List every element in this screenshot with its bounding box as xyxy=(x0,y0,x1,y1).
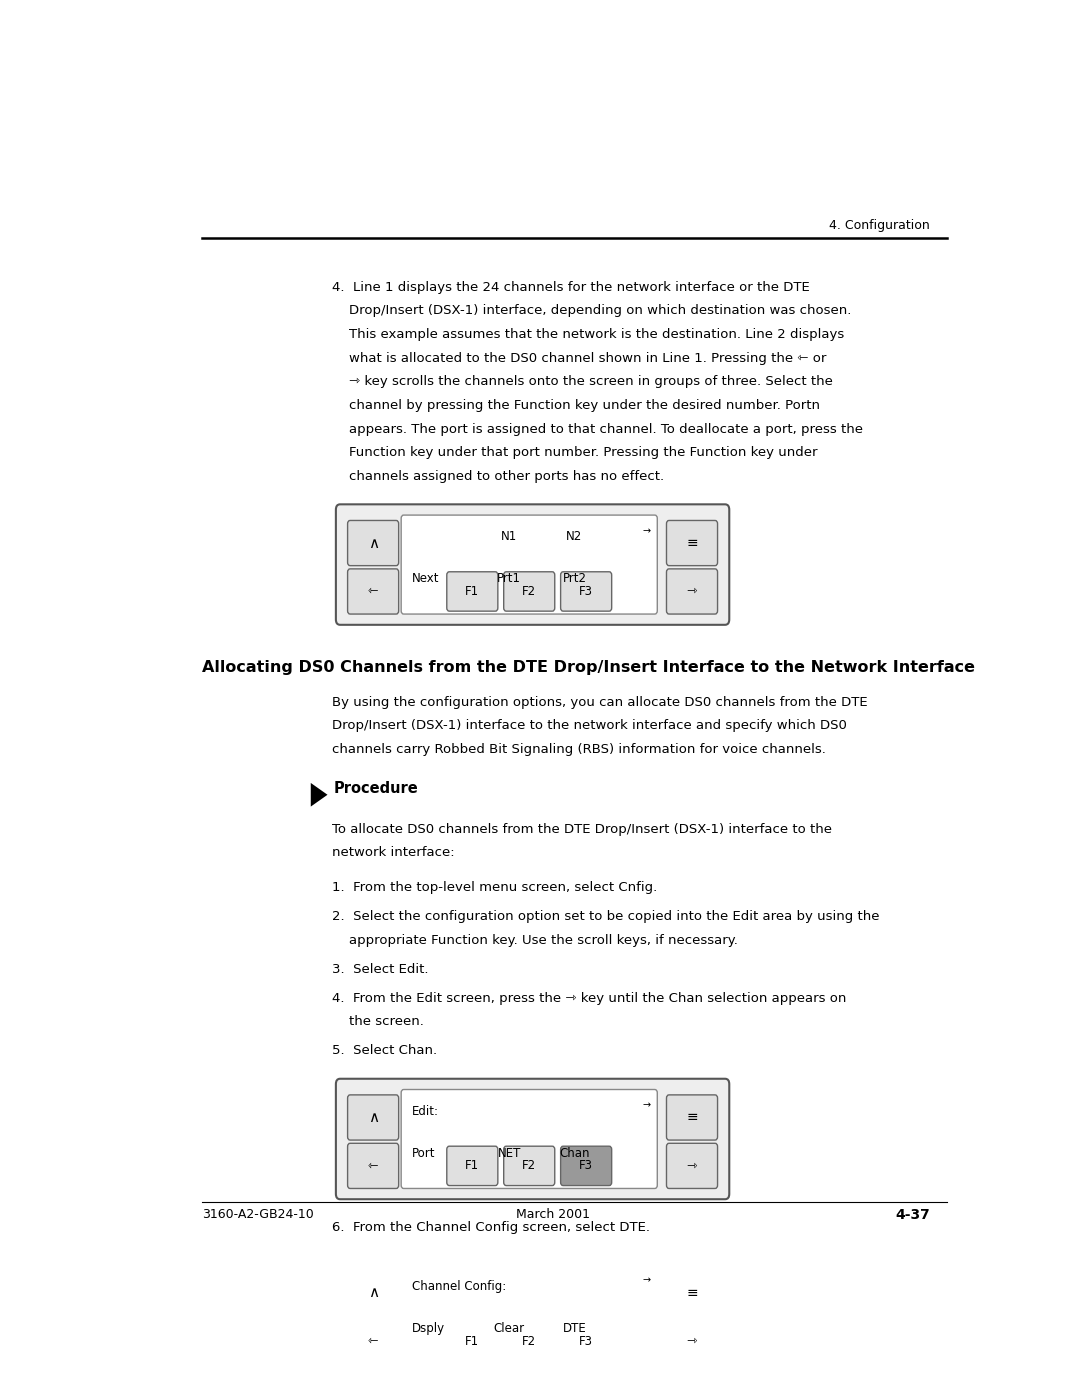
Text: 3160-A2-GB24-10: 3160-A2-GB24-10 xyxy=(202,1208,313,1221)
FancyBboxPatch shape xyxy=(561,1322,611,1361)
FancyBboxPatch shape xyxy=(666,521,717,566)
Text: Function key under that port number. Pressing the Function key under: Function key under that port number. Pre… xyxy=(332,446,818,460)
FancyBboxPatch shape xyxy=(336,504,729,624)
Text: Prt1: Prt1 xyxy=(497,573,522,585)
Text: ∧: ∧ xyxy=(367,1111,379,1125)
Text: F3: F3 xyxy=(579,1160,593,1172)
Text: appropriate Function key. Use the scroll keys, if necessary.: appropriate Function key. Use the scroll… xyxy=(332,933,738,947)
Text: channels assigned to other ports has no effect.: channels assigned to other ports has no … xyxy=(332,469,664,483)
Text: ∧: ∧ xyxy=(367,1285,379,1301)
FancyBboxPatch shape xyxy=(336,1078,729,1199)
Text: ≡: ≡ xyxy=(686,536,698,550)
Text: F3: F3 xyxy=(579,585,593,598)
Text: Drop/Insert (DSX-1) interface, depending on which destination was chosen.: Drop/Insert (DSX-1) interface, depending… xyxy=(332,305,851,317)
Text: F2: F2 xyxy=(522,1160,537,1172)
FancyBboxPatch shape xyxy=(666,569,717,615)
Text: March 2001: March 2001 xyxy=(516,1208,591,1221)
Text: N1: N1 xyxy=(501,529,517,543)
Text: ⇾: ⇾ xyxy=(687,1160,698,1172)
FancyBboxPatch shape xyxy=(503,571,555,610)
Text: ∧: ∧ xyxy=(367,535,379,550)
Text: the screen.: the screen. xyxy=(332,1016,423,1028)
Text: Port: Port xyxy=(413,1147,435,1160)
Text: ≡: ≡ xyxy=(686,1285,698,1299)
Text: To allocate DS0 channels from the DTE Drop/Insert (DSX-1) interface to the: To allocate DS0 channels from the DTE Dr… xyxy=(332,823,832,835)
Text: appears. The port is assigned to that channel. To deallocate a port, press the: appears. The port is assigned to that ch… xyxy=(332,422,863,436)
Text: 1.  From the top-level menu screen, select Cnfig.: 1. From the top-level menu screen, selec… xyxy=(332,882,657,894)
FancyBboxPatch shape xyxy=(348,521,399,566)
FancyBboxPatch shape xyxy=(348,569,399,615)
Text: network interface:: network interface: xyxy=(332,847,455,859)
FancyBboxPatch shape xyxy=(447,1146,498,1186)
Text: →: → xyxy=(643,525,650,536)
Text: Allocating DS0 Channels from the DTE Drop/Insert Interface to the Network Interf: Allocating DS0 Channels from the DTE Dro… xyxy=(202,661,975,675)
Text: channels carry Robbed Bit Signaling (RBS) information for voice channels.: channels carry Robbed Bit Signaling (RBS… xyxy=(332,743,825,756)
Text: 2.  Select the configuration option set to be copied into the Edit area by using: 2. Select the configuration option set t… xyxy=(332,909,879,923)
Text: NET: NET xyxy=(498,1147,521,1160)
Text: ⇾ key scrolls the channels onto the screen in groups of three. Select the: ⇾ key scrolls the channels onto the scre… xyxy=(332,376,833,388)
Text: what is allocated to the DS0 channel shown in Line 1. Pressing the ⇽ or: what is allocated to the DS0 channel sho… xyxy=(332,352,826,365)
Text: Drop/Insert (DSX-1) interface to the network interface and specify which DS0: Drop/Insert (DSX-1) interface to the net… xyxy=(332,719,847,732)
Text: Next: Next xyxy=(413,573,440,585)
Text: Edit:: Edit: xyxy=(413,1105,440,1118)
Text: F1: F1 xyxy=(465,585,480,598)
Text: Dsply: Dsply xyxy=(413,1322,445,1336)
FancyBboxPatch shape xyxy=(666,1143,717,1189)
Text: 6.  From the Channel Config screen, select DTE.: 6. From the Channel Config screen, selec… xyxy=(332,1221,650,1234)
FancyBboxPatch shape xyxy=(401,1090,658,1189)
FancyBboxPatch shape xyxy=(666,1270,717,1316)
FancyBboxPatch shape xyxy=(447,571,498,610)
Text: N2: N2 xyxy=(566,529,582,543)
Text: By using the configuration options, you can allocate DS0 channels from the DTE: By using the configuration options, you … xyxy=(332,696,867,708)
Text: Clear: Clear xyxy=(494,1322,525,1336)
FancyBboxPatch shape xyxy=(348,1270,399,1316)
FancyBboxPatch shape xyxy=(561,1146,611,1186)
Text: 3.  Select Edit.: 3. Select Edit. xyxy=(332,963,428,975)
FancyBboxPatch shape xyxy=(348,1319,399,1363)
Text: Channel Config:: Channel Config: xyxy=(413,1280,507,1292)
FancyBboxPatch shape xyxy=(666,1095,717,1140)
Text: channel by pressing the Function key under the desired number. Portn: channel by pressing the Function key und… xyxy=(332,400,820,412)
Text: →: → xyxy=(643,1275,650,1285)
Text: F1: F1 xyxy=(465,1334,480,1348)
Polygon shape xyxy=(311,782,327,806)
FancyBboxPatch shape xyxy=(348,1143,399,1189)
Text: This example assumes that the network is the destination. Line 2 displays: This example assumes that the network is… xyxy=(332,328,843,341)
FancyBboxPatch shape xyxy=(348,1095,399,1140)
Text: ⇽: ⇽ xyxy=(368,585,378,598)
Text: 4.  Line 1 displays the 24 channels for the network interface or the DTE: 4. Line 1 displays the 24 channels for t… xyxy=(332,281,809,293)
Text: ⇾: ⇾ xyxy=(687,1334,698,1348)
Text: ⇽: ⇽ xyxy=(368,1160,378,1172)
Text: F1: F1 xyxy=(465,1160,480,1172)
Text: ≡: ≡ xyxy=(686,1111,698,1125)
FancyBboxPatch shape xyxy=(401,1264,658,1363)
FancyBboxPatch shape xyxy=(503,1146,555,1186)
Text: F3: F3 xyxy=(579,1334,593,1348)
FancyBboxPatch shape xyxy=(336,1255,729,1375)
Text: 4.  From the Edit screen, press the ⇾ key until the Chan selection appears on: 4. From the Edit screen, press the ⇾ key… xyxy=(332,992,846,1004)
Text: F2: F2 xyxy=(522,585,537,598)
Text: Chan: Chan xyxy=(559,1147,590,1160)
FancyBboxPatch shape xyxy=(447,1322,498,1361)
Text: 4. Configuration: 4. Configuration xyxy=(829,219,930,232)
Text: ⇾: ⇾ xyxy=(687,585,698,598)
Text: ⇽: ⇽ xyxy=(368,1334,378,1348)
FancyBboxPatch shape xyxy=(561,571,611,610)
Text: Prt2: Prt2 xyxy=(563,573,586,585)
Text: DTE: DTE xyxy=(563,1322,586,1336)
Text: 4-37: 4-37 xyxy=(895,1208,930,1222)
FancyBboxPatch shape xyxy=(503,1322,555,1361)
Text: 5.  Select Chan.: 5. Select Chan. xyxy=(332,1045,436,1058)
FancyBboxPatch shape xyxy=(666,1319,717,1363)
Text: F2: F2 xyxy=(522,1334,537,1348)
Text: Procedure: Procedure xyxy=(334,781,418,796)
Text: →: → xyxy=(643,1101,650,1111)
FancyBboxPatch shape xyxy=(401,515,658,615)
